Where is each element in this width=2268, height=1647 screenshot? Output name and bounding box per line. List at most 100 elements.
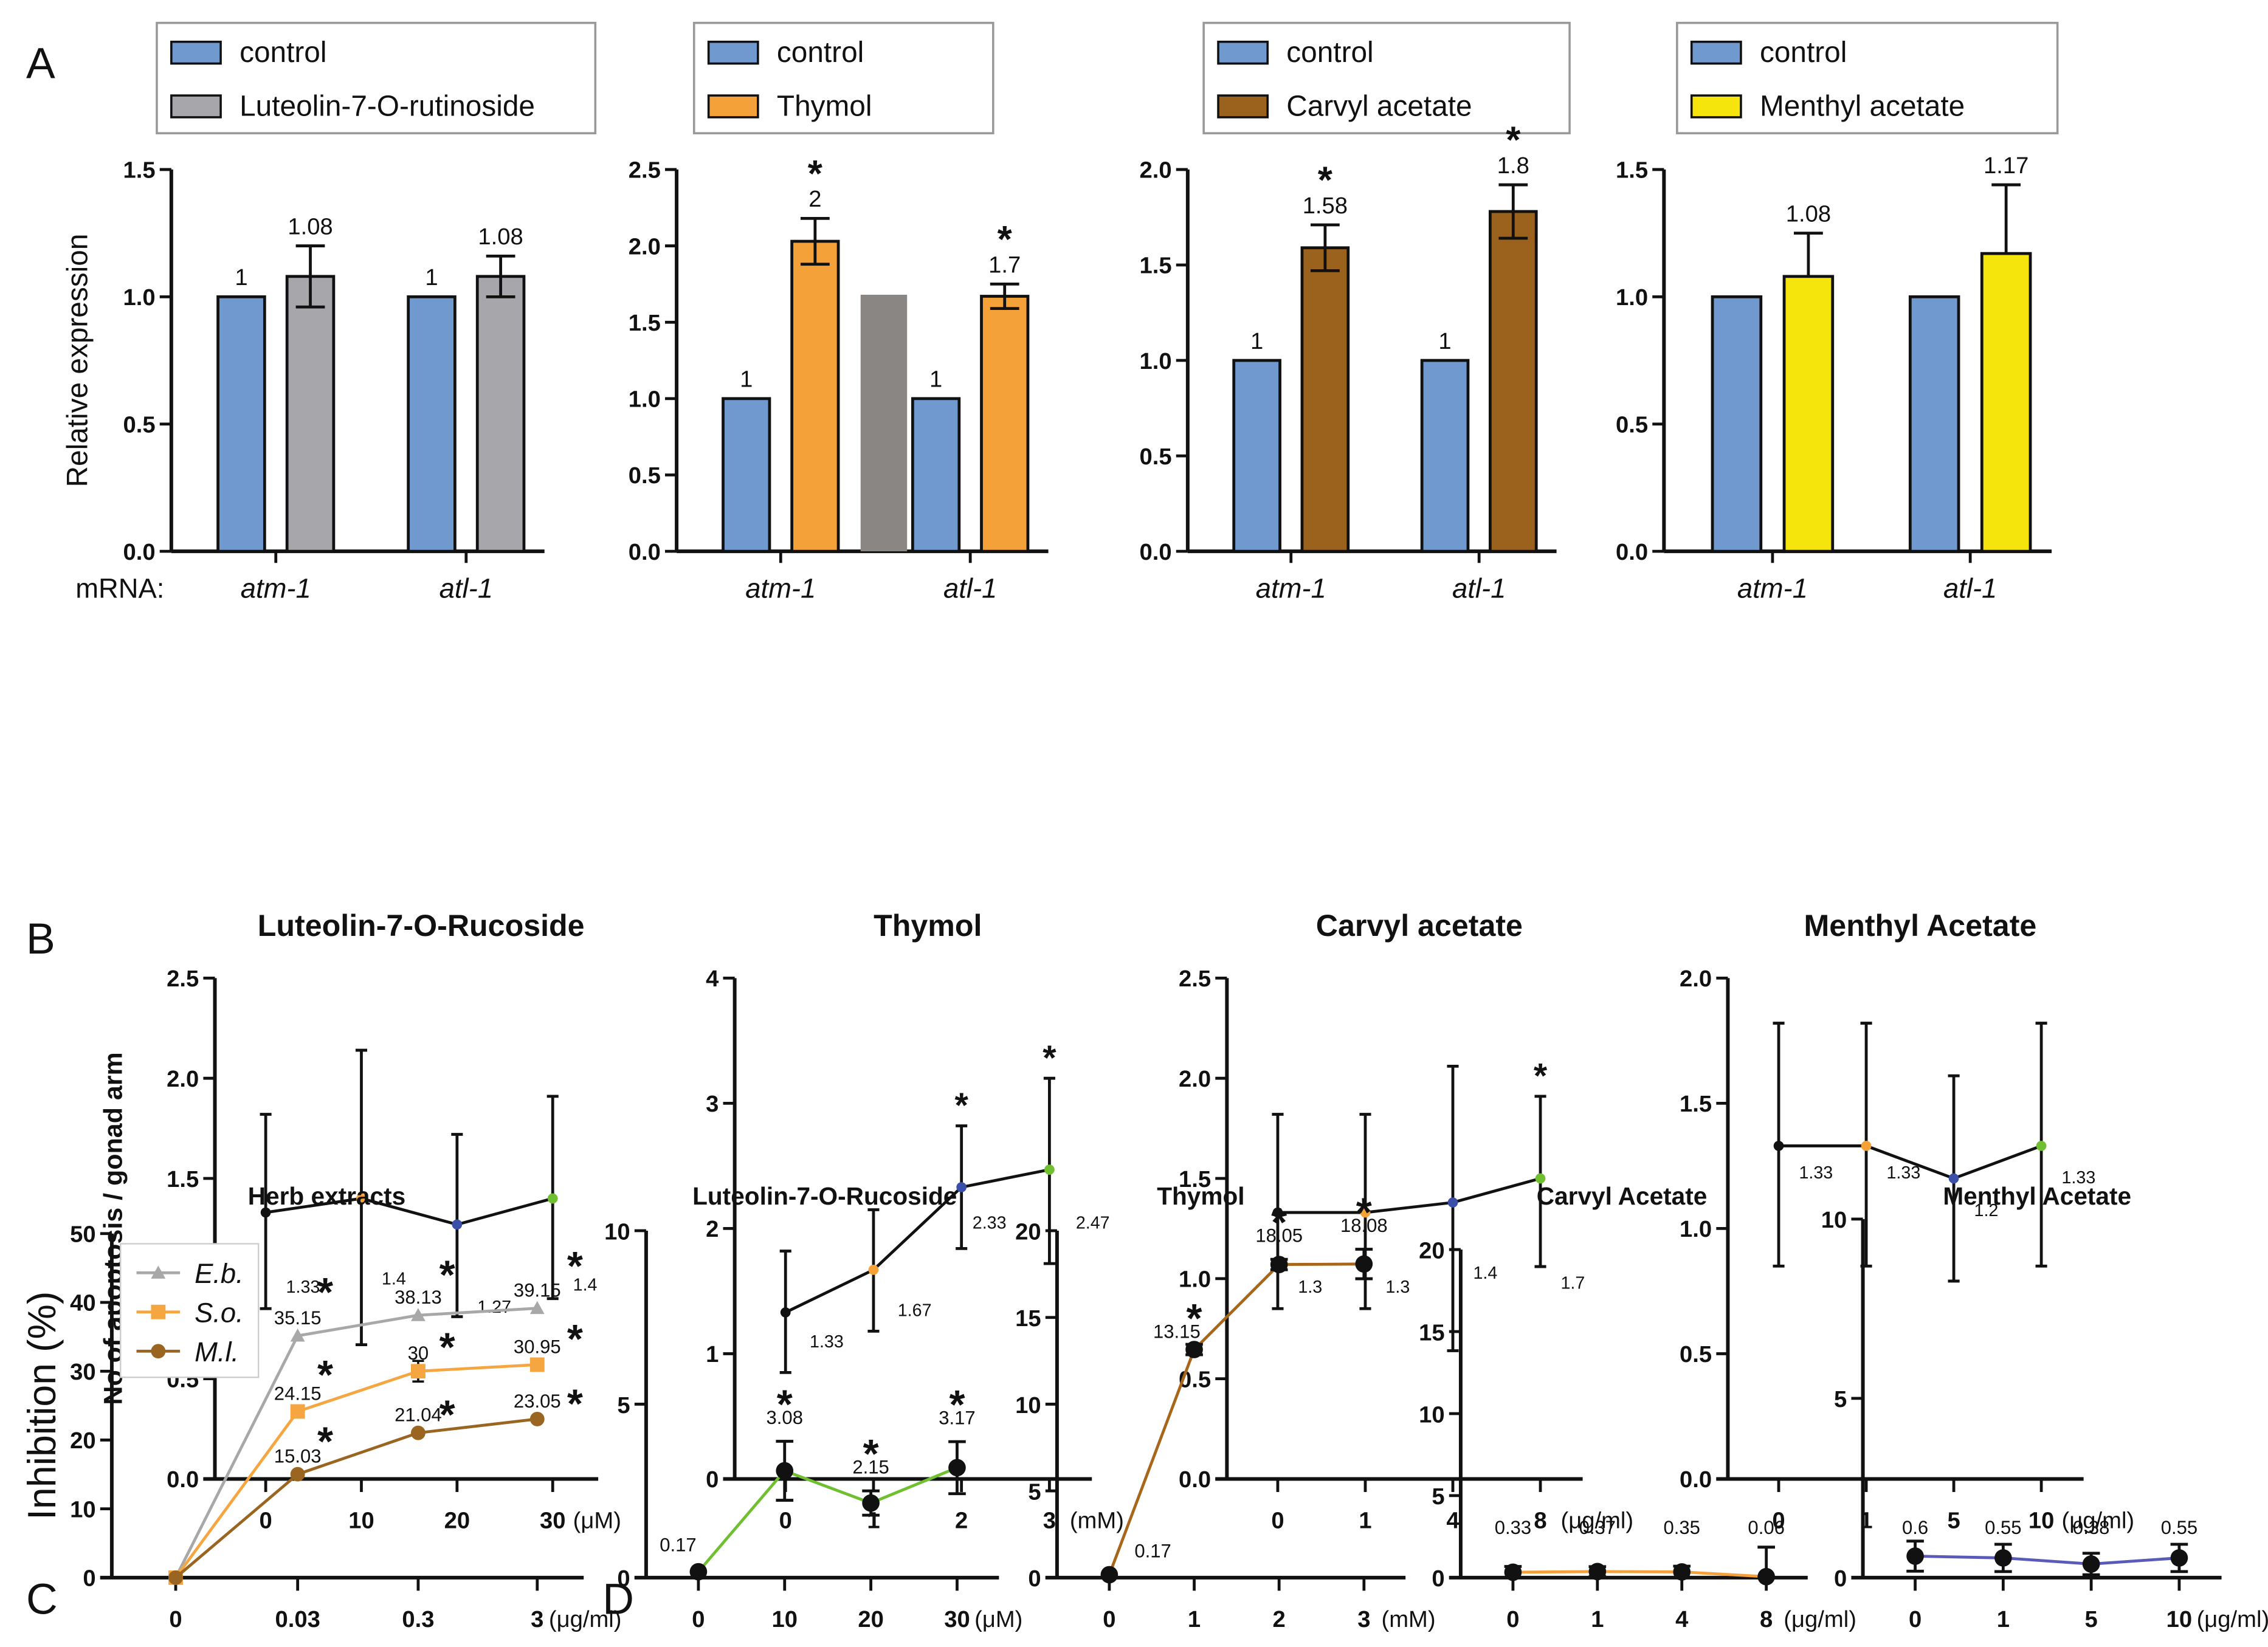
data-label: 3.17 xyxy=(939,1407,975,1428)
significance-star: * xyxy=(567,1243,583,1289)
legend-label: control xyxy=(777,36,864,69)
data-label: 1.3 xyxy=(1298,1277,1322,1297)
chart-title: Carvyl Acetate xyxy=(1537,1182,1708,1210)
y-tick-label: 1.0 xyxy=(1139,348,1171,374)
series-line xyxy=(697,1466,958,1573)
data-point xyxy=(1504,1563,1522,1581)
y-tick-label: 50 xyxy=(70,1222,96,1248)
data-label: 3.08 xyxy=(767,1407,803,1428)
y-tick-label: 0.0 xyxy=(167,1466,199,1493)
data-point xyxy=(2082,1555,2100,1573)
y-tick-label: 5 xyxy=(1834,1386,1847,1412)
x-unit-label: (μg/ml) xyxy=(2197,1606,2268,1632)
y-tick-label: 10 xyxy=(70,1496,96,1522)
y-tick-label: 2.5 xyxy=(629,157,661,184)
data-label: 38.13 xyxy=(395,1287,442,1308)
data-label: 0.33 xyxy=(1495,1517,1531,1538)
x-unit-label: (μg/ml) xyxy=(1560,1508,1633,1534)
chart-title: Thymol xyxy=(1157,1182,1244,1210)
line-chart-b1: Luteolin-7-O-Rucoside0.00.51.01.52.02.5N… xyxy=(99,909,621,1534)
data-point xyxy=(1673,1563,1691,1581)
significance-star: * xyxy=(808,153,823,195)
y-tick-label: 1.5 xyxy=(1616,157,1648,184)
y-tick-label: 4 xyxy=(706,966,719,992)
y-tick-label: 40 xyxy=(70,1290,96,1316)
y-tick-label: 0.0 xyxy=(1680,1466,1712,1493)
data-label: 1.7 xyxy=(988,252,1021,278)
chart-title: Herb extracts xyxy=(248,1182,405,1210)
bar xyxy=(1420,359,1470,553)
legend-label: control xyxy=(240,36,326,69)
data-point xyxy=(780,1307,791,1318)
data-point xyxy=(410,1308,426,1321)
data-label: 1.27 xyxy=(477,1298,511,1317)
data-label: 18.08 xyxy=(1340,1215,1388,1236)
legend-swatch xyxy=(170,40,222,65)
data-point xyxy=(1360,1207,1371,1218)
x-tick-label: atl-1 xyxy=(1452,573,1506,604)
x-tick-label: 0 xyxy=(259,1508,272,1534)
x-unit-label: (μM) xyxy=(573,1508,621,1534)
data-label: 1 xyxy=(929,366,942,393)
data-label: 2.33 xyxy=(973,1213,1007,1233)
y-tick-label: 1.0 xyxy=(1179,1267,1211,1293)
x-tick-label: 0.3 xyxy=(402,1606,434,1632)
y-tick-label: 3 xyxy=(706,1091,719,1117)
x-tick-label: 1 xyxy=(1188,1606,1201,1632)
data-label: 2.47 xyxy=(1076,1213,1110,1233)
y-tick-label: 2.0 xyxy=(1179,1066,1211,1092)
x-tick-label: 4 xyxy=(1675,1606,1689,1632)
bar xyxy=(285,275,336,553)
data-label: 2.15 xyxy=(852,1456,889,1477)
bar xyxy=(1232,359,1281,553)
y-tick-label: 1.5 xyxy=(167,1166,199,1192)
y-tick-label: 2.5 xyxy=(167,966,199,992)
data-label: 15.03 xyxy=(274,1446,322,1467)
bar xyxy=(1488,210,1538,553)
significance-star: * xyxy=(998,219,1013,261)
data-point xyxy=(2170,1549,2188,1567)
series-line xyxy=(1108,1262,1364,1575)
data-point xyxy=(1861,1141,1872,1151)
panel-label-c: C xyxy=(26,1575,58,1624)
x-unit-label: (mM) xyxy=(1381,1606,1435,1632)
data-label: 1 xyxy=(425,264,438,291)
legend-swatch xyxy=(1217,40,1269,65)
x-tick-label: atl-1 xyxy=(943,573,997,604)
data-point xyxy=(1588,1563,1607,1581)
data-label: 0.37 xyxy=(1579,1517,1616,1538)
data-label: 1.7 xyxy=(1560,1273,1585,1293)
y-axis-label: Inhibition (%) xyxy=(20,1291,64,1520)
legend-label: Luteolin-7-O-rutinoside xyxy=(240,91,535,123)
x-tick-label: 5 xyxy=(2085,1606,2098,1632)
data-label: 1.4 xyxy=(382,1270,406,1289)
data-point xyxy=(1100,1566,1118,1584)
x-tick-label: 5 xyxy=(1947,1508,1960,1534)
y-tick-label: 0.5 xyxy=(123,411,155,438)
x-tick-label: 0 xyxy=(169,1606,182,1632)
legend-label: Carvyl acetate xyxy=(1286,91,1472,123)
x-tick-label: 10 xyxy=(772,1606,798,1632)
significance-star: * xyxy=(1506,120,1521,162)
y-tick-label: 10 xyxy=(604,1219,630,1245)
x-tick-label: 10 xyxy=(2166,1606,2193,1632)
data-point xyxy=(689,1563,708,1581)
series-line xyxy=(174,1417,538,1579)
panel-label-b: B xyxy=(26,915,55,963)
significance-star: * xyxy=(439,1392,455,1438)
y-tick-label: 0.0 xyxy=(1139,539,1171,565)
data-label: 1.33 xyxy=(810,1332,844,1352)
chart-title: Menthyl Acetate xyxy=(1804,909,2037,943)
data-label: 1.33 xyxy=(286,1277,320,1297)
x-tick-label: 0 xyxy=(1909,1606,1922,1632)
bar-chart-a3: control Carvyl acetate 0.0 0.5 1.0 1.5 2.0 atm-… xyxy=(1139,21,1571,604)
significance-star: * xyxy=(567,1381,583,1426)
x-unit-label: (μg/ml) xyxy=(2062,1508,2135,1534)
data-label: 1.2 xyxy=(1974,1201,1999,1220)
chart-title: Luteolin-7-O-Rucoside xyxy=(258,909,585,943)
bar xyxy=(1980,252,2032,553)
x-tick-label: 1 xyxy=(1997,1606,2010,1632)
